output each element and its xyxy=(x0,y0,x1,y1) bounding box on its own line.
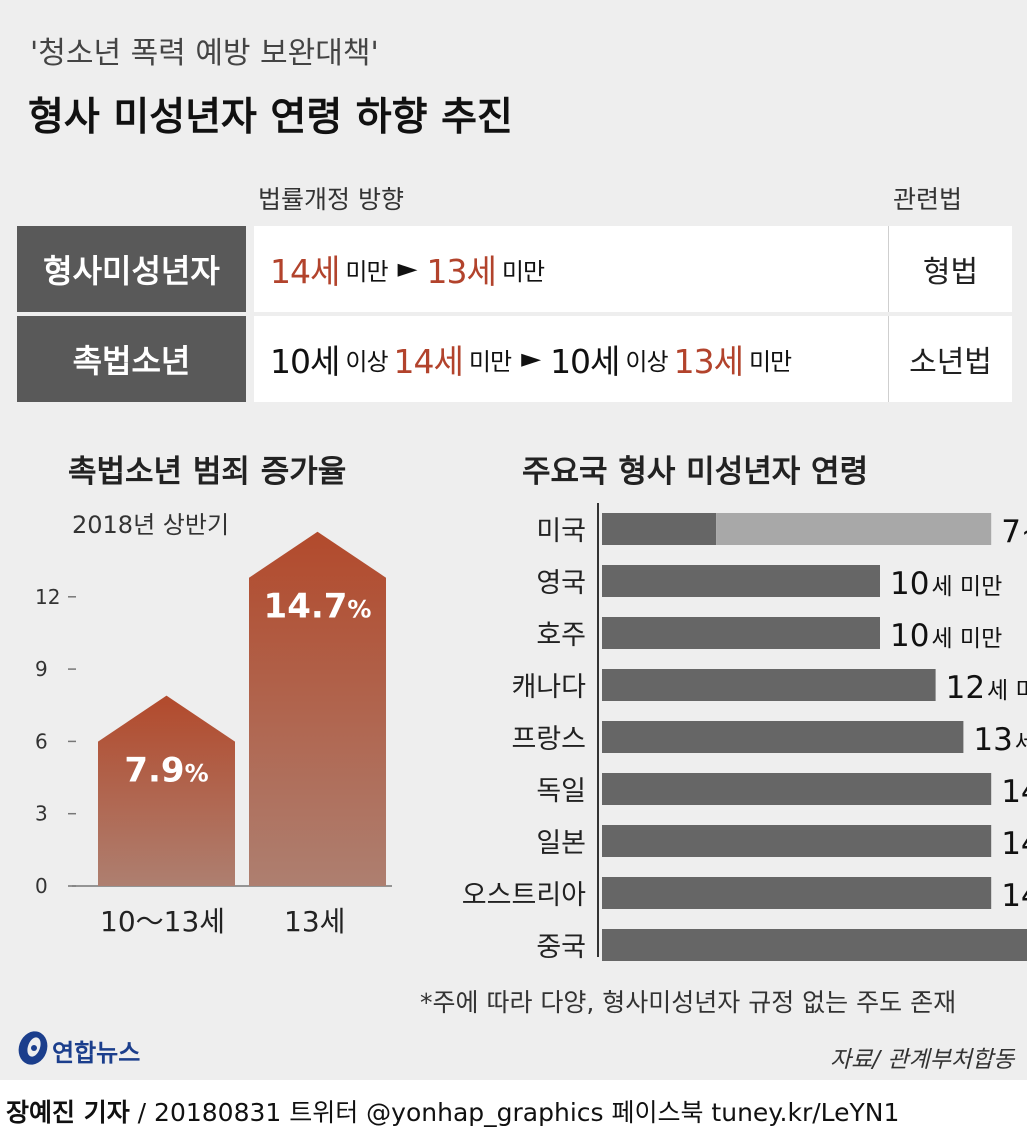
period-label: 2018년 상반기 xyxy=(72,511,230,539)
to-age: 13세 xyxy=(673,342,744,381)
subtitle: '청소년 폭력 예방 보완대책' xyxy=(30,36,379,71)
country-label: 오스트리아 xyxy=(462,880,586,911)
value-label: 14세 미만 xyxy=(1001,774,1027,810)
column-header-direction: 법률개정 방향 xyxy=(258,185,404,214)
row-law-juvenile: 소년법 xyxy=(888,316,1012,402)
source: 자료/ 관계부처합동 xyxy=(830,1047,1015,1073)
author: 장예진 기자 xyxy=(6,1098,130,1127)
country-label: 호주 xyxy=(536,620,586,651)
growth-rate-chart: 0 3 6 9 12 7.9% 14.7% xyxy=(35,531,392,898)
bar xyxy=(602,773,992,805)
country-label: 프랑스 xyxy=(511,724,586,755)
value-label: 12세 미만 xyxy=(946,670,1027,706)
yonhap-logo-icon xyxy=(18,1031,48,1065)
country-label: 독일 xyxy=(536,776,586,807)
from-lower-age: 10세 xyxy=(270,342,340,381)
row-law-criminal-minor: 형법 xyxy=(888,226,1012,312)
from-suffix: 미만 xyxy=(345,257,388,286)
column-header-law: 관련법 xyxy=(893,185,963,214)
value-label: 14세 미만 xyxy=(1001,878,1027,914)
logo-text: 연합뉴스 xyxy=(52,1039,141,1067)
bar xyxy=(602,825,992,857)
row-label-juvenile: 촉법소년 xyxy=(17,316,246,402)
to-age: 13세 xyxy=(426,252,497,291)
arrow-icon: ► xyxy=(521,344,541,374)
bar xyxy=(602,565,880,597)
to-suffix: 미만 xyxy=(748,347,792,376)
footer-credit: 장예진 기자 / 20180831 트위터 @yonhap_graphics 페… xyxy=(6,1093,899,1129)
country-label: 중국 xyxy=(536,932,586,963)
data-label: 14.7% xyxy=(264,587,372,627)
bar-range xyxy=(716,513,992,545)
y-tick-label: 12 xyxy=(35,585,60,609)
x-category-label: 10～13세 xyxy=(100,905,226,938)
bar xyxy=(602,877,992,909)
value-label: 13세 미만 xyxy=(973,722,1027,758)
value-label: 10세 미만 xyxy=(890,618,1002,654)
left-chart-title: 촉법소년 범죄 증가율 xyxy=(68,454,347,490)
bar xyxy=(602,721,964,753)
country-label: 일본 xyxy=(536,828,586,859)
from-age: 14세 xyxy=(393,342,464,381)
x-category-label: 13세 xyxy=(284,905,346,938)
country-label: 캐나다 xyxy=(511,672,586,703)
from-age: 14세 xyxy=(270,252,340,291)
right-chart-title: 주요국 형사 미성년자 연령 xyxy=(522,454,869,490)
row-direction-juvenile: 10세 이상 14세 미만 ► 10세 이상 13세 미만 xyxy=(254,316,888,402)
bar xyxy=(602,617,880,649)
row-label-criminal-minor: 형사미성년자 xyxy=(17,226,246,312)
country-label: 미국 xyxy=(536,516,586,547)
bar xyxy=(602,929,1027,961)
bar xyxy=(602,669,936,701)
page-title: 형사 미성년자 연령 하향 추진 xyxy=(28,95,513,140)
bar xyxy=(98,695,235,886)
footer-info: / 20180831 트위터 @yonhap_graphics 페이스북 tun… xyxy=(129,1098,900,1127)
value-label: 14세 미만 xyxy=(1001,826,1027,862)
to-lower-age: 10세 xyxy=(550,342,620,381)
y-tick-label: 6 xyxy=(35,729,48,753)
value-label: 10세 미만 xyxy=(890,566,1002,602)
to-suffix: 미만 xyxy=(501,257,545,286)
data-label: 7.9% xyxy=(124,751,208,791)
to-lower-suffix: 이상 xyxy=(625,347,668,376)
from-suffix: 미만 xyxy=(468,347,512,376)
value-label: 7~14세* xyxy=(1001,514,1027,550)
footnote: *주에 따라 다양, 형사미성년자 규정 없는 주도 존재 xyxy=(420,988,957,1017)
y-tick-label: 3 xyxy=(35,802,48,826)
y-tick-label: 0 xyxy=(35,874,48,898)
row-direction-criminal-minor: 14세 미만 ► 13세 미만 xyxy=(254,226,888,312)
bar xyxy=(602,513,717,545)
country-label: 영국 xyxy=(536,568,586,599)
from-lower-suffix: 이상 xyxy=(345,347,388,376)
arrow-icon: ► xyxy=(397,254,418,284)
y-tick-label: 9 xyxy=(35,657,48,681)
bar xyxy=(249,531,386,886)
